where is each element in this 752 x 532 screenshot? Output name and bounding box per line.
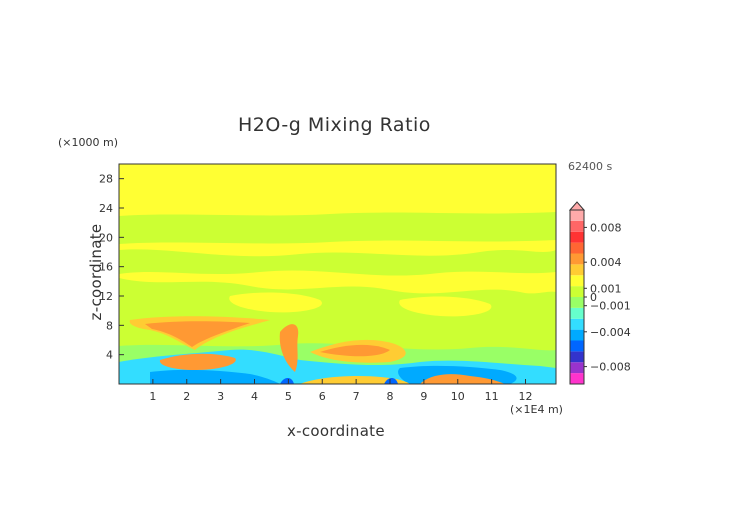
colorbar-segment — [570, 373, 584, 384]
contour-region — [119, 278, 556, 330]
y-tick-label: 24 — [99, 202, 113, 215]
colorbar-segment — [570, 318, 584, 330]
y-axis-unit: (×1000 m) — [58, 136, 119, 149]
contour-region — [119, 249, 556, 276]
contour-region — [320, 344, 390, 357]
x-tick-label: 8 — [387, 390, 394, 403]
contour-region — [280, 378, 294, 384]
y-tick-label: 16 — [99, 261, 113, 274]
x-axis-unit: (×1E4 m) — [510, 403, 563, 416]
x-axis: 1 2 3 4 5 6 7 8 9 10 11 12 — [149, 379, 533, 403]
colorbar-tick-label: 0.004 — [590, 256, 622, 269]
contour-region — [229, 292, 322, 313]
colorbar-tick-label: 0.008 — [590, 221, 622, 234]
time-label: 62400 s — [568, 160, 613, 173]
colorbar-tick-label: 0.001 — [590, 282, 622, 295]
x-tick-label: 6 — [319, 390, 326, 403]
contour-region — [300, 376, 410, 384]
chart-title: H2O-g Mixing Ratio — [238, 114, 431, 136]
x-tick-label: 10 — [451, 390, 465, 403]
x-axis-label: x-coordinate — [287, 422, 385, 440]
y-tick-label: 28 — [99, 173, 113, 186]
colorbar-tick-label: −0.001 — [590, 300, 631, 313]
colorbar-top-arrow — [568, 201, 586, 211]
colorbar-tick-label: 0 — [590, 291, 597, 304]
contour-region — [145, 321, 250, 347]
x-tick-label: 11 — [485, 390, 499, 403]
colorbar-segment — [570, 286, 584, 297]
x-tick-label: 9 — [420, 390, 427, 403]
x-tick-label: 7 — [353, 390, 360, 403]
colorbar-segment — [570, 275, 584, 287]
contour-region — [119, 212, 556, 244]
colorbar-segment — [570, 351, 584, 363]
colorbar-tick-label: −0.004 — [590, 326, 631, 339]
x-tick-label: 1 — [149, 390, 156, 403]
y-tick-label: 20 — [99, 231, 113, 244]
x-tick-label: 3 — [217, 390, 224, 403]
colorbar-segment — [570, 329, 584, 341]
contour-region — [384, 378, 398, 384]
contour-region — [159, 353, 236, 370]
x-tick-label: 12 — [519, 390, 533, 403]
colorbar-segment — [570, 231, 584, 243]
colorbar-segment — [570, 242, 584, 254]
colorbar-segment — [570, 264, 584, 276]
colorbar-segment — [570, 210, 584, 221]
colorbar-tick-label: −0.008 — [590, 361, 631, 374]
contour-region — [399, 296, 492, 317]
y-tick-label: 8 — [106, 319, 113, 332]
x-tick-label: 5 — [285, 390, 292, 403]
contour-region — [279, 324, 299, 372]
y-axis: 4 8 12 16 20 24 28 — [99, 173, 124, 362]
colorbar-segment — [570, 307, 584, 319]
plot-area — [118, 163, 557, 385]
colorbar-segment — [570, 340, 584, 352]
colorbar-segment — [570, 220, 584, 232]
y-tick-label: 12 — [99, 290, 113, 303]
plot-frame — [118, 163, 557, 385]
colorbar-segment — [570, 253, 584, 265]
contour-region — [150, 369, 280, 384]
x-tick-label: 4 — [251, 390, 258, 403]
y-tick-label: 4 — [106, 349, 113, 362]
colorbar-segment — [570, 362, 584, 374]
contour-region — [420, 374, 505, 384]
x-tick-label: 2 — [183, 390, 190, 403]
colorbar-segment — [570, 297, 584, 308]
